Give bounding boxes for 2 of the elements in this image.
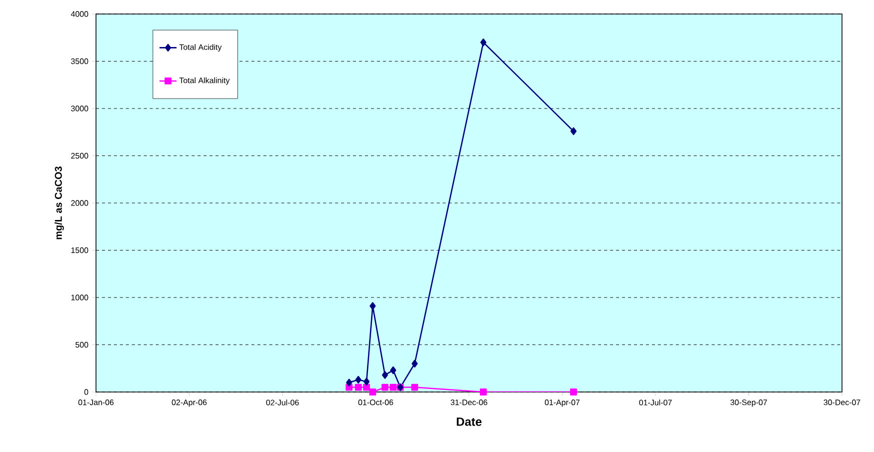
y-axis-title: mg/L as CaCO3 (54, 166, 64, 240)
x-axis-title: Date (456, 418, 482, 426)
